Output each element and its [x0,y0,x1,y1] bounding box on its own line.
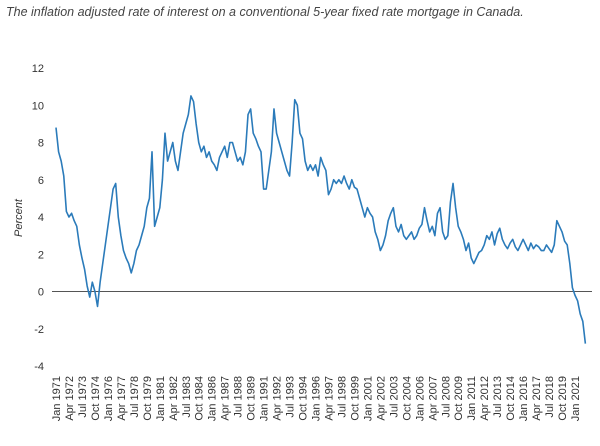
x-tick-label: Jul 1983 [181,376,193,418]
x-tick-label: Jan 2016 [518,376,530,421]
y-tick-label: 2 [38,249,44,261]
x-tick-label: Oct 1989 [246,376,258,421]
x-tick-label: Apr 1977 [116,376,128,421]
x-tick-label: Oct 1974 [90,376,102,421]
x-tick-label: Jul 1988 [233,376,245,418]
y-tick-label: -2 [34,324,44,336]
x-tick-label: Jul 2013 [492,376,504,418]
x-tick-label: Apr 1992 [272,376,284,421]
x-tick-label: Jan 1991 [259,376,271,421]
line-series [55,95,587,344]
y-axis-label: Percent [13,198,25,237]
x-tick-label: Oct 2004 [401,376,413,421]
x-tick-label: Jul 2018 [544,376,556,418]
x-tick-label: Apr 1972 [64,376,76,421]
y-tick-label: 10 [32,100,44,112]
x-tick-label: Jul 1993 [285,376,297,418]
x-tick-label: Apr 2002 [375,376,387,421]
y-tick-label: 12 [32,63,44,75]
x-tick-label: Jul 1998 [336,376,348,418]
x-tick-label: Jul 1978 [129,376,141,418]
x-tick-label: Jan 1996 [311,376,323,421]
x-tick-label: Apr 1997 [323,376,335,421]
x-tick-label: Jan 2001 [362,376,374,421]
x-tick-label: Jan 1971 [51,376,63,421]
x-tick-label: Apr 1987 [220,376,232,421]
x-tick-label: Jan 1976 [103,376,115,421]
x-tick-label: Apr 2017 [531,376,543,421]
y-tick-label: 4 [38,212,44,224]
x-tick-label: Jan 1986 [207,376,219,421]
x-tick-label: Oct 2019 [557,376,569,421]
y-tick-label: 8 [38,138,44,150]
x-tick-label: Oct 2014 [505,376,517,421]
chart-title: The inflation adjusted rate of interest … [6,5,524,19]
x-tick-label: Jan 2006 [414,376,426,421]
x-tick-label: Apr 2012 [479,376,491,421]
x-tick-label: Jul 2008 [440,376,452,418]
x-tick-label: Oct 1994 [298,376,310,421]
x-tick-label: Jul 2003 [388,376,400,418]
x-tick-label: Jan 2021 [570,376,582,421]
x-tick-label: Oct 1999 [349,376,361,421]
y-tick-label: -4 [34,361,44,373]
y-tick-label: 0 [38,287,44,299]
y-tick-label: 6 [38,175,44,187]
x-tick-label: Jan 2011 [466,376,478,420]
x-tick-label: Oct 2009 [453,376,465,421]
x-tick-label: Jan 1981 [155,376,167,421]
x-tick-label: Apr 2007 [427,376,439,421]
x-tick-label: Apr 1982 [168,376,180,421]
x-tick-label: Oct 1984 [194,376,206,421]
x-tick-label: Jul 1973 [77,376,89,418]
x-tick-label: Oct 1979 [142,376,154,421]
